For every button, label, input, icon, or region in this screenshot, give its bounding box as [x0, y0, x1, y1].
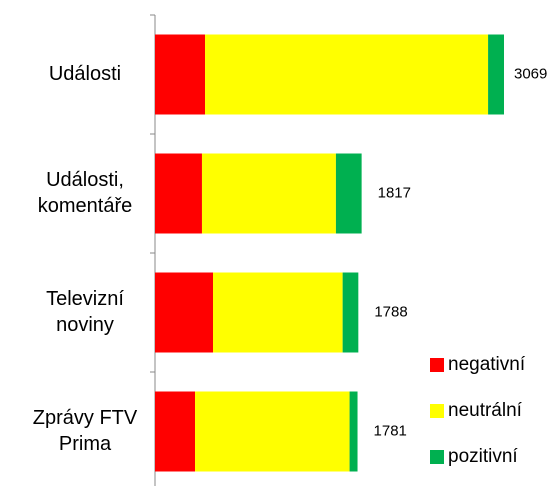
category-label: komentáře — [38, 195, 133, 217]
bar-segment — [155, 34, 206, 115]
legend-label: pozitivní — [448, 446, 518, 467]
total-label: 1781 — [374, 422, 407, 439]
bar-segment — [349, 391, 358, 472]
category-label: Události — [49, 63, 121, 85]
bar-segment — [155, 272, 213, 353]
legend-label: negativní — [448, 354, 526, 375]
bar-segment — [212, 272, 343, 353]
legend-label: neutrální — [448, 400, 523, 421]
bar-segment — [488, 34, 504, 115]
category-label: noviny — [56, 314, 114, 336]
bar-segment — [195, 391, 350, 472]
category-label: Události, — [46, 169, 124, 191]
bar-segment — [335, 153, 362, 234]
total-label: 1788 — [374, 303, 407, 320]
total-label: 1817 — [378, 184, 411, 201]
legend-swatch — [430, 358, 444, 372]
bar-segment — [155, 153, 202, 234]
category-label: Prima — [59, 433, 112, 455]
bar-segment — [342, 272, 359, 353]
legend-swatch — [430, 404, 444, 418]
total-label: 3069 — [514, 65, 547, 82]
category-label: Televizní — [46, 288, 124, 310]
bar-segment — [201, 153, 336, 234]
bar-segment — [155, 391, 196, 472]
legend-swatch — [430, 450, 444, 464]
category-label: Zprávy FTV — [33, 407, 138, 429]
bar-segment — [205, 34, 489, 115]
